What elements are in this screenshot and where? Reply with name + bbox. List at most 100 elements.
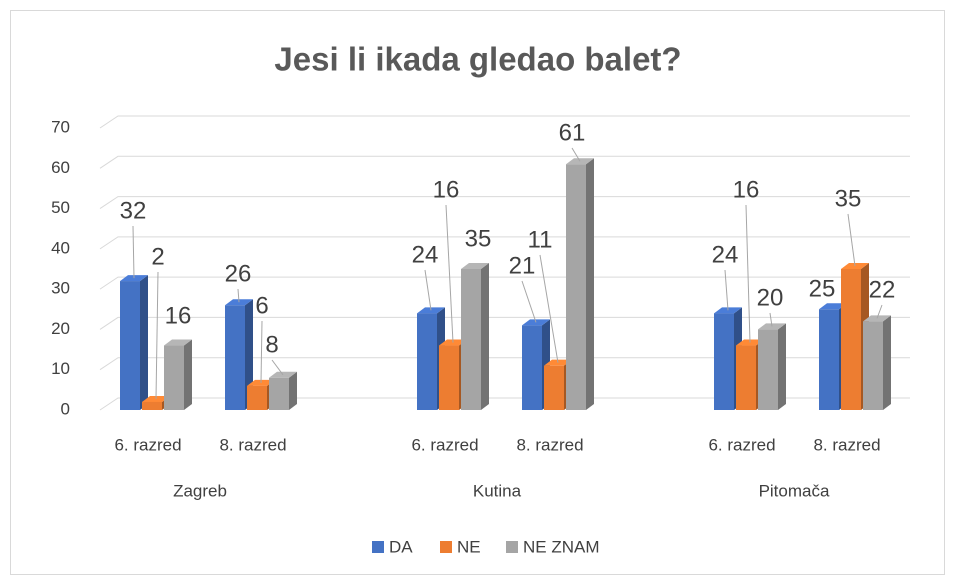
value-label: 32 [120, 197, 147, 224]
bar-face [714, 313, 734, 410]
bar [758, 323, 786, 410]
leader-line [745, 204, 751, 343]
bar-face [566, 164, 586, 410]
bar-face [461, 263, 489, 269]
bar-face [522, 325, 542, 410]
legend-label: NE ZNAM [523, 537, 600, 556]
grid-line [99, 276, 910, 290]
bar-face [863, 321, 883, 410]
grid-line [99, 155, 910, 169]
bar-face [819, 303, 847, 310]
value-label: 25 [809, 275, 836, 302]
y-tick-label: 60 [51, 158, 70, 177]
leader-line [155, 271, 159, 399]
leader-line [271, 359, 284, 376]
value-label: 24 [712, 241, 739, 268]
group-label: Zagreb [173, 481, 227, 500]
bar-face [269, 377, 289, 410]
y-tick-label: 40 [51, 238, 70, 257]
value-label: 20 [757, 284, 784, 311]
bar-face [247, 385, 267, 410]
x-tick-label: 6. razred [114, 435, 181, 454]
bar-face [289, 371, 297, 410]
leader-line [445, 204, 454, 343]
bar-face [778, 323, 786, 410]
grid-line [99, 357, 910, 371]
value-label: 35 [835, 185, 862, 212]
bar-face [184, 339, 192, 410]
legend-swatch [372, 541, 384, 553]
leader-line [571, 147, 581, 162]
bar-face [841, 269, 861, 410]
leader-line [260, 320, 263, 383]
bar-face [819, 309, 839, 410]
x-tick-label: 8. razred [516, 435, 583, 454]
leader-line [237, 288, 240, 303]
bar-face [736, 345, 756, 410]
bar [863, 315, 891, 410]
grid-line [99, 196, 910, 209]
value-label: 8 [265, 331, 278, 358]
value-label: 21 [509, 252, 536, 279]
bar-face [164, 339, 192, 346]
y-tick-label: 10 [51, 359, 70, 378]
bar [461, 263, 489, 410]
value-label: 16 [165, 302, 192, 329]
leader-line [424, 269, 432, 311]
value-label: 2 [151, 243, 164, 270]
y-tick-label: 30 [51, 279, 70, 298]
leader-line [847, 213, 856, 267]
bar-face [586, 158, 594, 410]
bar-face [142, 401, 162, 410]
value-label: 24 [412, 241, 439, 268]
bar-face [417, 313, 437, 410]
value-label: 6 [255, 292, 268, 319]
bar-face [225, 305, 245, 410]
bar-face [120, 281, 140, 410]
bar-face [461, 269, 481, 410]
chart-title: Jesi li ikada gledao balet? [274, 41, 681, 78]
y-tick-label: 0 [61, 399, 70, 418]
leader-line [539, 254, 559, 363]
value-label: 16 [733, 176, 760, 203]
bar-face [544, 365, 564, 410]
grid-line [99, 316, 910, 330]
bar [164, 339, 192, 410]
value-label: 35 [465, 225, 492, 252]
bar-face [245, 299, 253, 410]
group-label: Pitomača [759, 481, 830, 500]
x-tick-label: 6. razred [708, 435, 775, 454]
leader-line [521, 280, 537, 323]
bar-face [439, 345, 459, 410]
grid-line [99, 236, 910, 250]
value-label: 11 [528, 226, 553, 253]
grid-line [99, 115, 910, 129]
value-label: 16 [433, 176, 460, 203]
legend-swatch [440, 541, 452, 553]
bar-face [164, 345, 184, 410]
group-label: Kutina [473, 481, 522, 500]
bar-face [758, 329, 778, 410]
grid-line [99, 397, 910, 411]
value-label: 61 [559, 119, 586, 146]
x-tick-label: 6. razred [411, 435, 478, 454]
leader-line [876, 304, 883, 319]
bar-face [481, 263, 489, 410]
bar [269, 371, 297, 410]
legend-swatch [506, 541, 518, 553]
leader-line [769, 312, 773, 327]
bar-face [883, 315, 891, 410]
bar [120, 275, 148, 410]
y-tick-label: 20 [51, 319, 70, 338]
bar-face [140, 275, 148, 410]
bar [225, 299, 253, 410]
legend-label: NE [457, 537, 481, 556]
value-label: 22 [869, 276, 896, 303]
y-tick-label: 70 [51, 117, 70, 136]
leader-line [724, 269, 729, 311]
leader-line [132, 225, 135, 279]
x-tick-label: 8. razred [813, 435, 880, 454]
y-tick-label: 50 [51, 198, 70, 217]
x-tick-label: 8. razred [219, 435, 286, 454]
